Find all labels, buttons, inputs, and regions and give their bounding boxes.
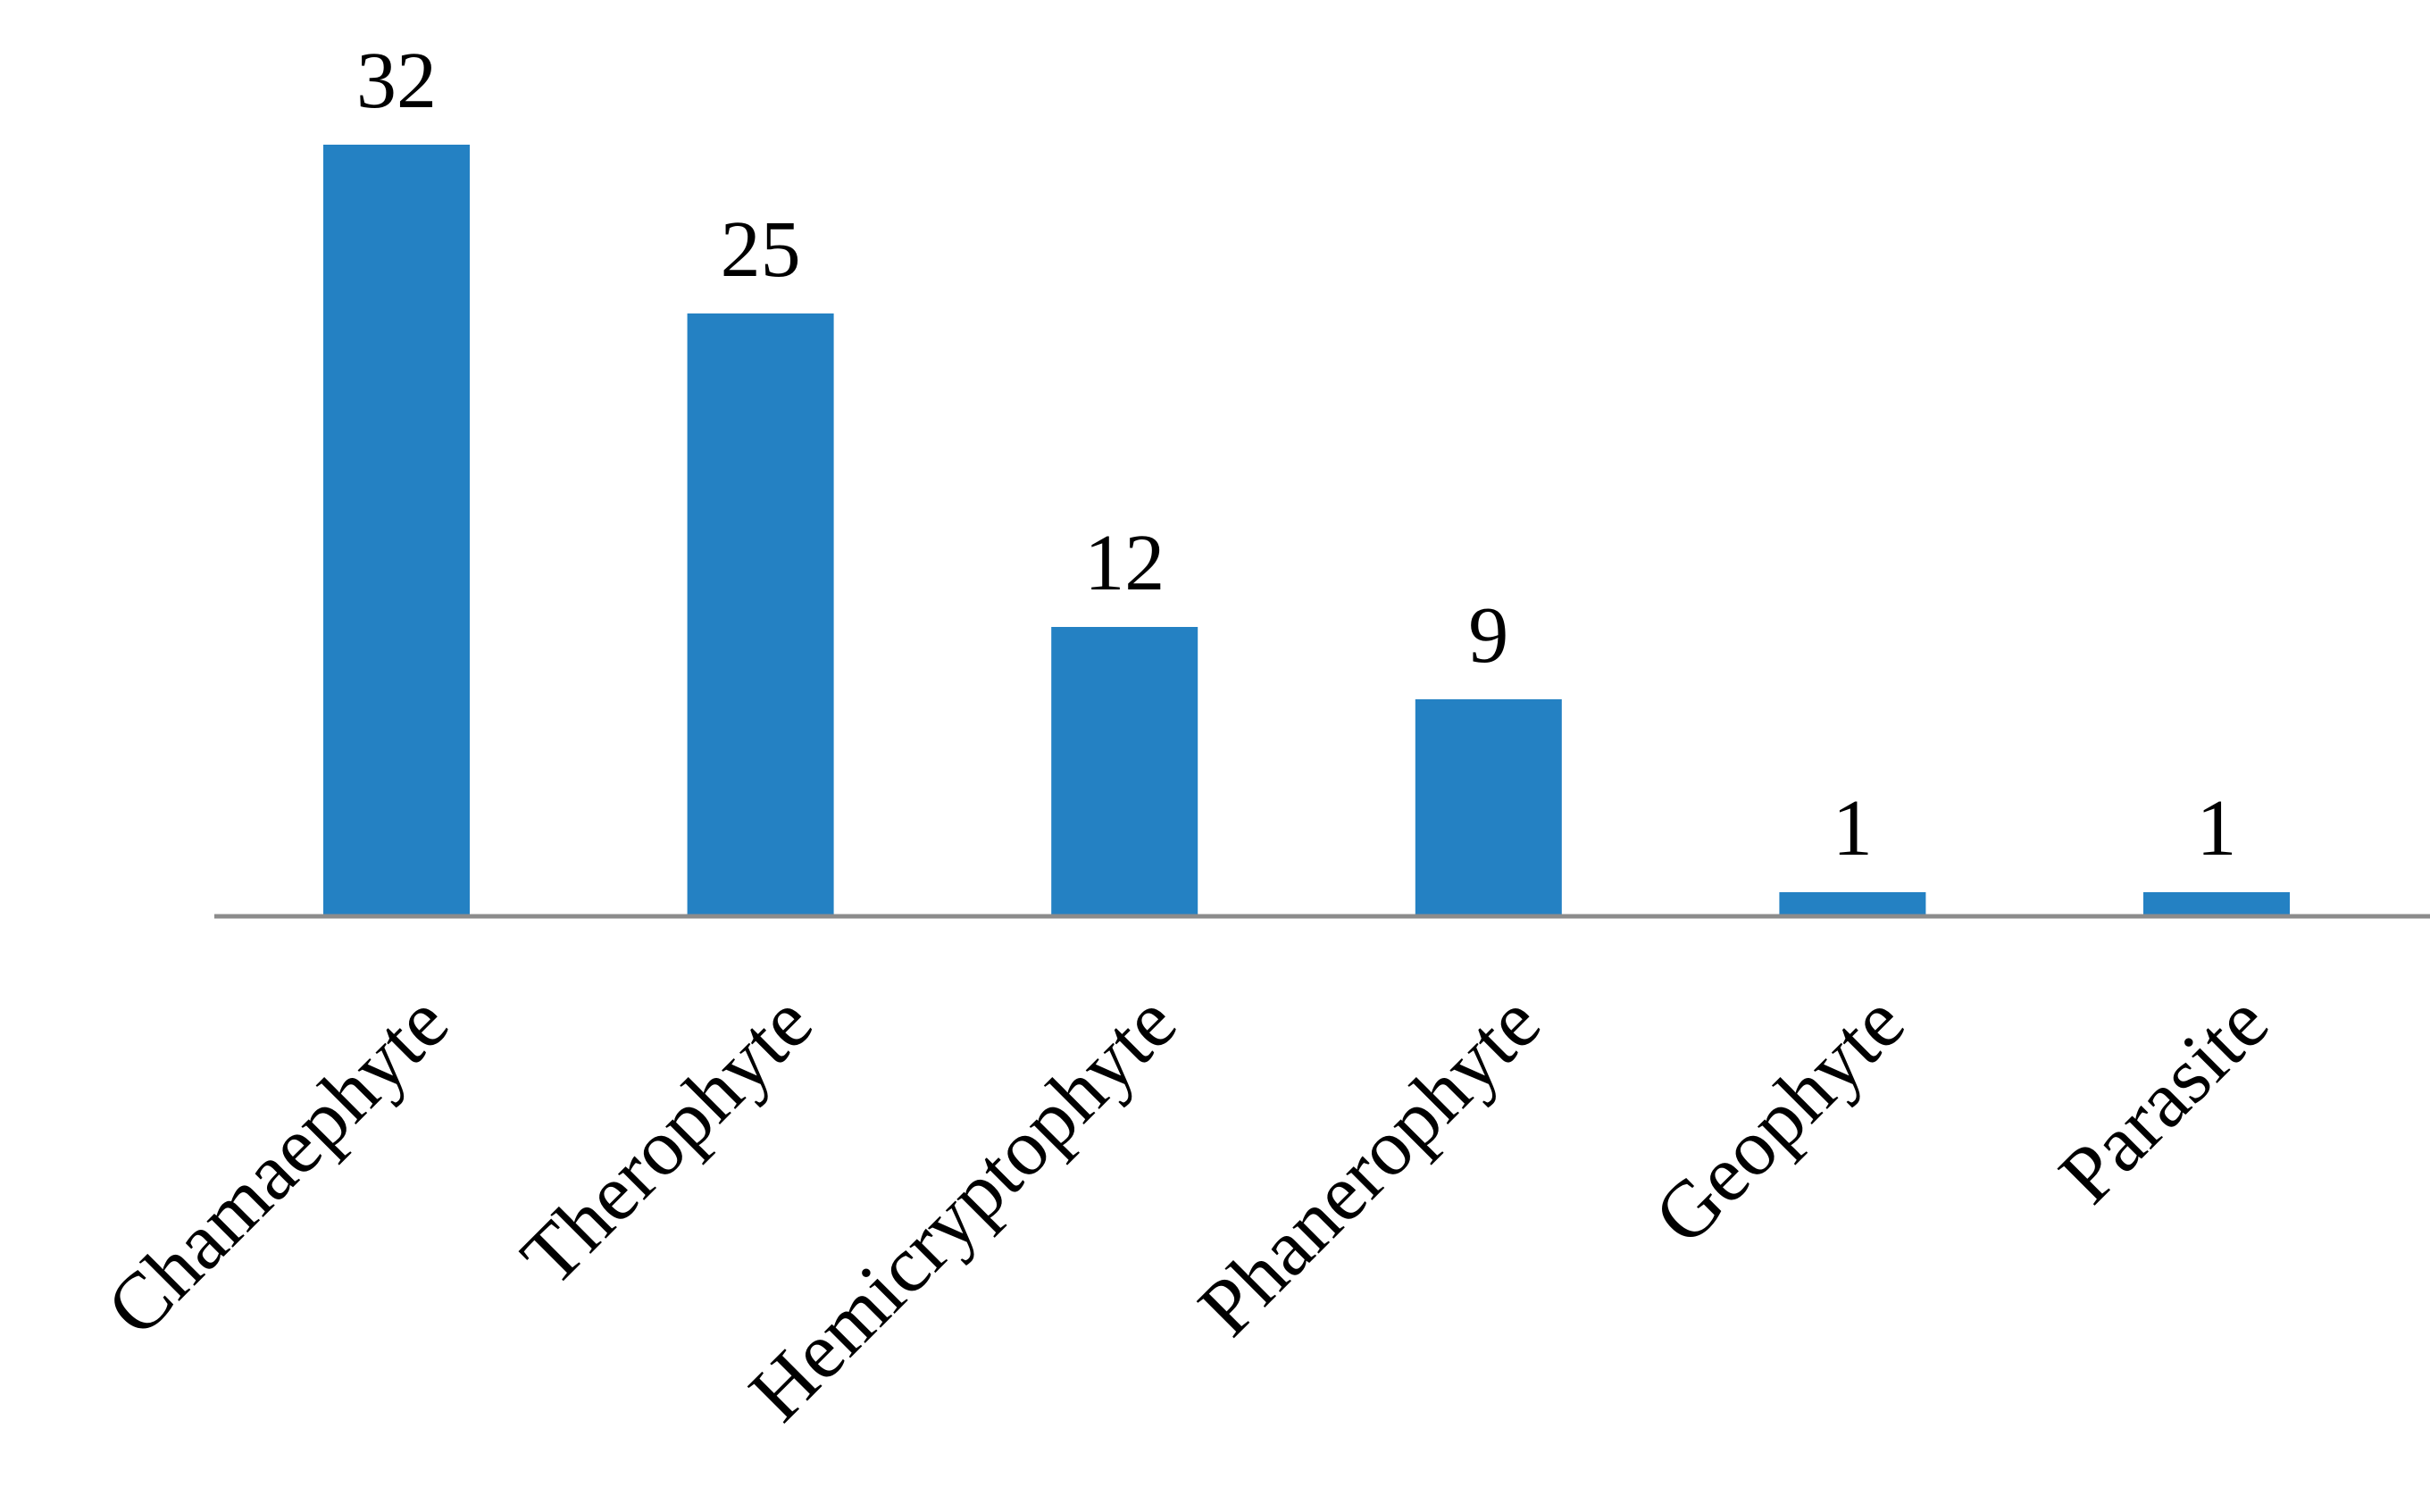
bar-phanerophyte xyxy=(1415,699,1562,916)
x-tick-label-parasite: Parasite xyxy=(2042,978,2284,1220)
bar-geophyte xyxy=(1779,892,1926,916)
x-tick-label-geophyte: Geophyte xyxy=(1638,978,1921,1261)
bars-layer xyxy=(323,145,2290,916)
bar-hemicryptophyte xyxy=(1051,627,1198,916)
data-label-chamaephyte: 32 xyxy=(356,37,437,125)
x-tick-label-therophyte: Therophyte xyxy=(505,978,829,1302)
bar-parasite xyxy=(2143,892,2290,916)
value-labels-layer: 32 25 12 9 1 1 xyxy=(356,37,2237,873)
data-label-geophyte: 1 xyxy=(1833,784,1873,873)
bar-therophyte xyxy=(687,313,834,916)
data-label-hemicryptophyte: 12 xyxy=(1084,519,1165,607)
x-tick-label-chamaephyte: Chamaephyte xyxy=(90,978,465,1353)
data-label-phanerophyte: 9 xyxy=(1468,591,1508,680)
category-labels-layer: Chamaephyte TherophyteHemicryptophytePhan… xyxy=(90,978,2285,1438)
data-label-therophyte: 25 xyxy=(721,205,801,294)
x-tick-label-phanerophyte: Phanerophyte xyxy=(1182,978,1557,1353)
bar-chamaephyte xyxy=(323,145,470,916)
data-label-parasite: 1 xyxy=(2197,784,2237,873)
